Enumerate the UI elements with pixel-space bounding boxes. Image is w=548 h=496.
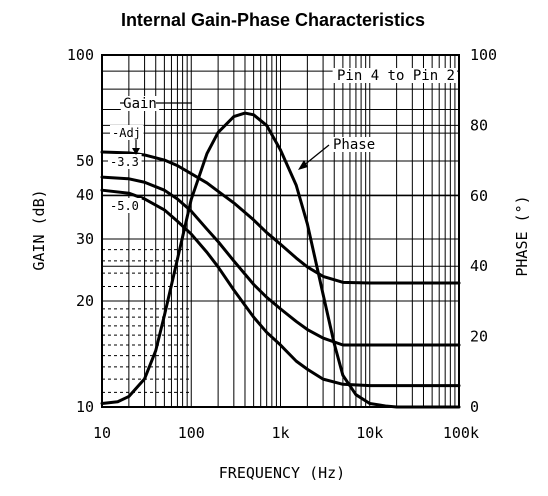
y2-tick-label: 80 [470, 116, 488, 134]
phase-curve [100, 111, 461, 409]
series-label: -Adj [112, 126, 141, 140]
x-tick-label: 100k [443, 424, 479, 442]
x-axis-label: FREQUENCY (Hz) [219, 464, 345, 482]
series-label: -5.0 [110, 199, 139, 213]
y2-tick-label: 20 [470, 328, 488, 346]
y-tick-label: 40 [76, 186, 94, 204]
gain-curve [100, 188, 461, 388]
y-tick-label: 100 [67, 46, 94, 64]
gain-annotation: Gain [123, 96, 157, 112]
gain-annotation-bg [120, 96, 160, 111]
gain-curve [100, 175, 461, 347]
tick-labels-layer: 10 100 1k 10k 100k 100 50 40 30 20 10 100 80 60 40 20 0 [67, 46, 497, 442]
chart-title: Internal Gain-Phase Characteristics [121, 10, 425, 30]
pin-annotation: Pin 4 to Pin 2 [337, 68, 455, 84]
x-tick-label: 10k [356, 424, 383, 442]
y-tick-label: 20 [76, 292, 94, 310]
y2-tick-label: 60 [470, 187, 488, 205]
adj-arrowhead [132, 148, 140, 155]
series-label: -3.3 [110, 155, 139, 169]
annotations-layer: Pin 4 to Pin 2 Gain Phase -Adj -3.3 -5.0 [108, 68, 457, 213]
phase-arrowhead [298, 160, 308, 170]
curves-layer [100, 111, 461, 409]
plot-frame [101, 54, 460, 408]
phase-arrow-line [302, 144, 330, 167]
dashed-minor-gridlines [102, 249, 192, 393]
y2-tick-label: 100 [470, 46, 497, 64]
y-axis-label: GAIN (dB) [30, 189, 48, 270]
y2-tick-label: 0 [470, 398, 479, 416]
gain-curve [100, 150, 461, 285]
series-label-bg [108, 198, 142, 213]
y-tick-label: 10 [76, 398, 94, 416]
x-tick-label: 1k [271, 424, 289, 442]
y-tick-label: 30 [76, 230, 94, 248]
x-tick-label: 100 [178, 424, 205, 442]
pin-annotation-bg [332, 68, 457, 83]
phase-annotation: Phase [333, 137, 375, 153]
series-label-bg [110, 125, 144, 140]
y-tick-label: 50 [76, 152, 94, 170]
y2-tick-label: 40 [470, 257, 488, 275]
phase-annotation-bg [331, 137, 378, 152]
series-label-bg [108, 154, 142, 169]
y2-axis-label: PHASE (°) [513, 195, 531, 276]
x-tick-label: 10 [93, 424, 111, 442]
